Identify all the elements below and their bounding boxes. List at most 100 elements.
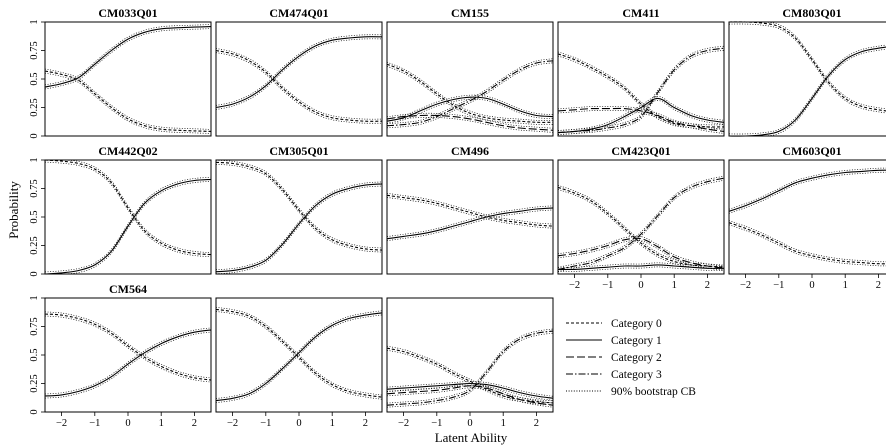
x-tick-label: 0: [638, 280, 643, 291]
legend-item-0: Category 0: [566, 318, 662, 330]
x-tick-label: 2: [192, 418, 197, 429]
cb-band-cat3-lower: [557, 179, 725, 272]
x-tick-label: 2: [705, 280, 710, 291]
x-tick-label: 0: [467, 418, 472, 429]
cb-band-cat2-upper: [557, 235, 725, 267]
x-tick-label: 1: [330, 418, 335, 429]
panel-unnamed-12: −2 −1 0 1 2: [386, 297, 554, 429]
curve-category-0: [728, 21, 886, 112]
y-tick-label: 0: [29, 409, 40, 414]
panel-cm033q01: CM033Q01 0 0.25 0.5 0.75 1: [29, 6, 212, 139]
panel-cm305q01: CM305Q01: [215, 144, 383, 275]
cb-band-cat0-upper: [44, 159, 212, 253]
cb-band-cat3-upper: [386, 58, 554, 125]
cb-band-cat0-lower: [728, 23, 886, 114]
panel-frame: [386, 21, 554, 137]
y-tick-label: 0.75: [29, 179, 40, 197]
x-tick-label: 1: [672, 280, 677, 291]
cb-band-cat0-upper: [215, 306, 383, 396]
curve-category-0: [557, 53, 725, 128]
curve-category-2: [386, 385, 554, 406]
cb-band-cat1-lower: [44, 331, 212, 399]
cb-band-cat0-lower: [215, 311, 383, 400]
legend-item-4: 90% bootstrap CB: [566, 386, 696, 398]
y-tick-label: 1: [29, 295, 40, 300]
cb-band-cat0-upper: [386, 345, 554, 402]
y-tick-label: 0.75: [29, 41, 40, 59]
legend: Category 0 Category 1 Category 2 Category 3…: [566, 318, 696, 398]
y-axis-label: Probability: [6, 181, 21, 239]
cb-band-cat1-upper: [386, 205, 554, 237]
cb-band-cat1-lower: [215, 314, 383, 404]
panel-frame: [44, 159, 212, 275]
y-tick-label: 0.25: [29, 98, 40, 116]
curve-category-1: [728, 169, 886, 212]
panel-title: CM496: [451, 144, 489, 158]
curve-category-1: [557, 97, 725, 134]
cb-band-cat1-upper: [44, 327, 212, 395]
cb-band-cat1-lower: [44, 181, 212, 275]
cb-band-cat3-lower: [386, 62, 554, 129]
legend-label: Category 0: [611, 318, 662, 330]
cb-band-cat0-upper: [44, 311, 212, 379]
legend-label: Category 3: [611, 369, 662, 381]
cb-band-cat0-lower: [44, 72, 212, 134]
legend-item-3: Category 3: [566, 369, 662, 381]
y-tick-label: 0.25: [29, 236, 40, 254]
y-tick-label: 0.5: [29, 72, 40, 85]
cb-band-cat1-lower: [729, 48, 886, 137]
cb-band-cat0-upper: [44, 68, 212, 130]
cb-band-cat0-upper: [386, 192, 554, 225]
curve-category-3: [557, 47, 725, 134]
cb-band-cat1-upper: [215, 34, 383, 106]
cb-band-cat0-upper: [215, 48, 383, 120]
cb-band-cat1-lower: [44, 28, 212, 90]
x-tick-label: −1: [773, 280, 784, 291]
y-tick-label: 0: [29, 271, 40, 276]
panel-title: CM423Q01: [611, 144, 670, 158]
cb-band-cat0-upper: [215, 159, 383, 249]
cb-band-cat0-lower: [44, 315, 212, 383]
curve-category-1: [728, 46, 886, 137]
legend-item-1: Category 1: [566, 335, 662, 347]
panel-frame: [386, 159, 554, 275]
cb-band-cat2-lower: [557, 239, 725, 271]
panel-frame: [728, 159, 886, 275]
x-tick-label: 0: [125, 418, 130, 429]
cb-band-cat3-upper: [557, 45, 725, 131]
panel-title: CM442Q02: [98, 144, 157, 158]
panel-frame: [215, 159, 383, 275]
x-tick-label: 1: [843, 280, 848, 291]
x-tick-label: −2: [569, 280, 580, 291]
legend-item-2: Category 2: [566, 352, 662, 364]
cb-band-cat3-upper: [557, 175, 725, 268]
curve-category-3: [386, 60, 554, 127]
cb-band-cat2-upper: [386, 383, 554, 404]
panel-cm803q01: CM803Q01: [728, 6, 886, 137]
legend-label: Category 2: [611, 352, 662, 364]
x-tick-label: −1: [431, 418, 442, 429]
curve-category-0: [44, 313, 212, 381]
curve-category-1: [557, 264, 725, 271]
panel-frame: [557, 159, 725, 275]
cb-band-cat0-lower: [386, 349, 554, 406]
curve-category-1: [215, 312, 383, 402]
panel-grid: CM033Q01 0 0.25 0.5 0.75 1 CM474Q01 CM155 CM411 C…: [29, 6, 886, 429]
cb-band-cat2-upper: [386, 112, 554, 129]
panel-frame: [215, 297, 383, 413]
cb-band-cat1-upper: [215, 310, 383, 399]
panel-title: CM474Q01: [269, 6, 328, 20]
y-tick-label: 1: [29, 19, 40, 24]
panel-cm564: CM564 0 0.25 0.5 0.75 1 −2 −1 0 1 2: [29, 282, 212, 429]
curve-category-0: [44, 159, 212, 256]
cb-band-cat1-lower: [557, 266, 725, 272]
curve-category-0: [215, 161, 383, 251]
cb-band-cat0-upper: [728, 21, 886, 110]
panel-cm155: CM155: [386, 6, 554, 137]
panel-cm603q01: CM603Q01 −2 −1 0 1 2: [728, 144, 886, 291]
x-tick-label: −1: [89, 418, 100, 429]
curve-category-2: [557, 107, 725, 132]
curve-category-2: [557, 237, 725, 269]
cb-band-cat0-lower: [386, 65, 554, 125]
curve-category-0: [728, 222, 886, 265]
